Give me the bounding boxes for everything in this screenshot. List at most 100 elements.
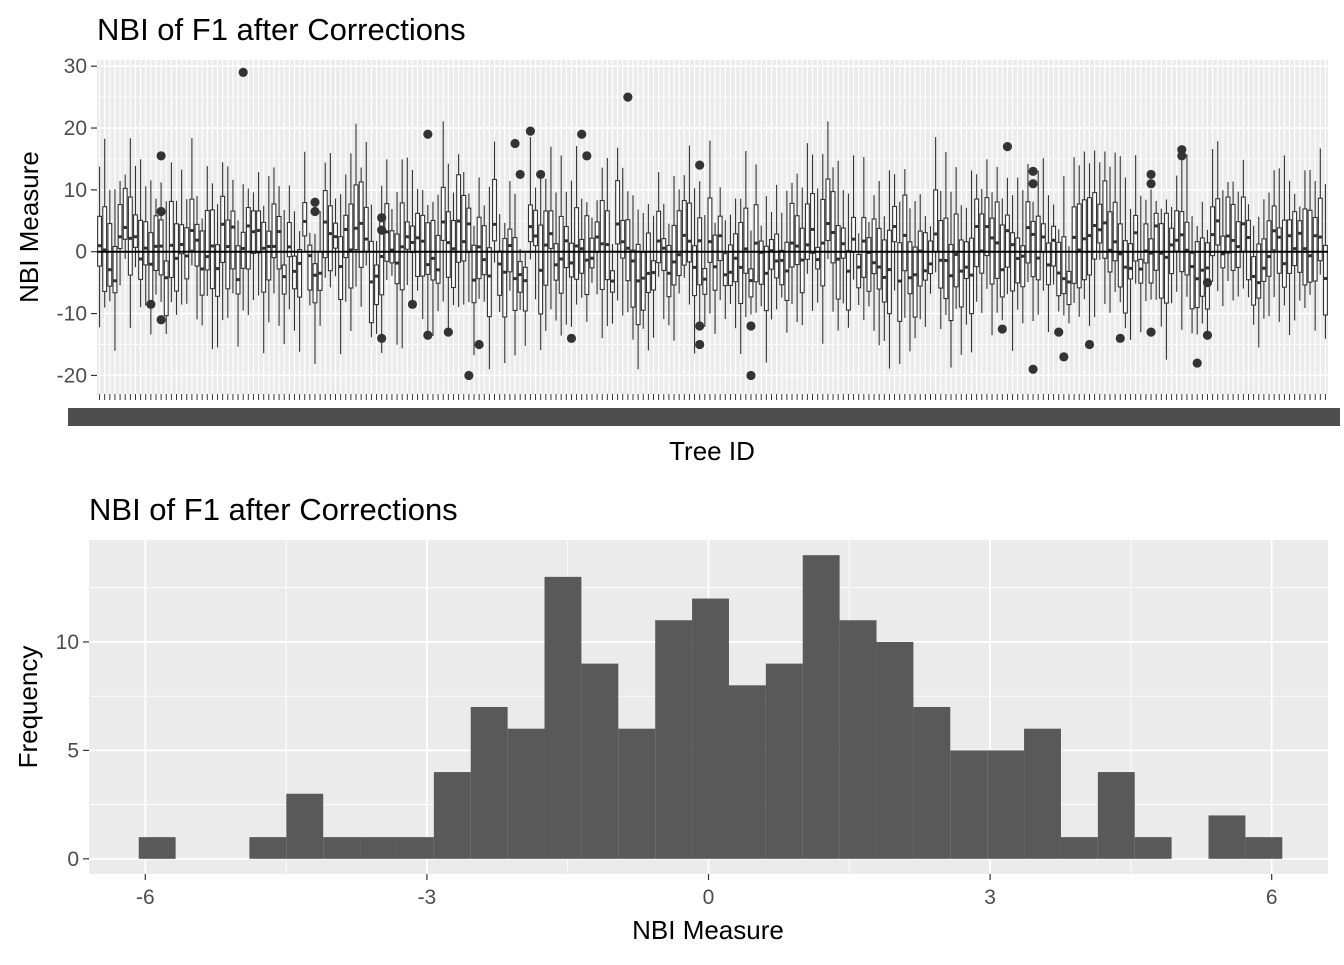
histogram-bar <box>765 663 803 859</box>
box <box>374 264 380 306</box>
histogram-bar <box>396 837 434 859</box>
box <box>138 219 144 280</box>
box <box>1117 223 1123 288</box>
box <box>348 203 354 289</box>
box <box>1030 220 1036 278</box>
box <box>153 215 159 272</box>
boxplot-x-axis-label: Tree ID <box>669 436 755 466</box>
box <box>425 222 431 275</box>
outlier-point <box>1059 352 1069 362</box>
box <box>322 190 328 259</box>
box <box>912 246 918 318</box>
box <box>1179 211 1185 273</box>
box <box>1199 237 1205 297</box>
boxplot-y-axis: -20 -10 0 10 20 30 <box>57 55 97 387</box>
y-tick-label: 20 <box>64 117 87 140</box>
box <box>1204 242 1210 310</box>
box <box>143 221 149 266</box>
x-tick-label: -3 <box>418 886 437 909</box>
histogram-bar <box>507 728 545 859</box>
box <box>451 219 456 289</box>
box <box>497 250 503 296</box>
outlier-point <box>156 315 166 325</box>
outlier-point <box>1177 145 1187 155</box>
box <box>563 226 569 269</box>
box <box>435 234 441 284</box>
box <box>1133 214 1139 262</box>
boxplot-plot-area <box>97 60 1328 394</box>
box <box>1302 208 1308 286</box>
histogram-bar <box>1208 815 1246 859</box>
box <box>1312 216 1318 282</box>
box <box>635 243 641 326</box>
box <box>707 197 713 264</box>
outlier-point <box>536 169 546 180</box>
box <box>533 209 539 247</box>
box <box>933 189 939 253</box>
box <box>281 264 287 295</box>
histogram-bar <box>581 663 619 859</box>
box <box>615 180 621 245</box>
box <box>856 253 862 289</box>
box <box>1261 238 1267 282</box>
histogram-bar <box>987 750 1025 859</box>
histogram-bar <box>470 707 508 859</box>
box <box>230 210 236 270</box>
x-tick-label: 0 <box>703 886 715 909</box>
box <box>1056 241 1062 297</box>
box <box>1251 256 1257 306</box>
outlier-point <box>407 299 418 309</box>
box <box>502 237 508 318</box>
box <box>748 268 754 298</box>
x-tick-label: -6 <box>136 886 155 909</box>
box <box>456 174 462 263</box>
outlier-point <box>695 160 705 170</box>
box <box>1153 212 1159 271</box>
box <box>184 227 190 280</box>
box <box>830 191 836 264</box>
box <box>209 209 215 290</box>
histogram-bar <box>286 793 324 859</box>
box <box>779 249 785 286</box>
box <box>1266 220 1272 277</box>
box <box>574 207 580 280</box>
box <box>1158 223 1164 299</box>
box <box>220 195 226 264</box>
box <box>794 215 800 266</box>
box <box>963 241 969 280</box>
box <box>553 243 559 281</box>
box <box>199 230 205 296</box>
box <box>999 224 1005 298</box>
box <box>507 228 513 273</box>
box <box>1256 243 1262 299</box>
histogram-bar <box>839 620 877 859</box>
box <box>1112 201 1118 262</box>
y-tick-label: 10 <box>56 631 79 654</box>
box <box>107 223 113 287</box>
y-tick-label: 30 <box>64 55 87 78</box>
outlier-point <box>423 330 433 340</box>
box <box>481 225 487 276</box>
outlier-point <box>510 138 520 149</box>
box <box>266 230 272 281</box>
outlier-point <box>238 67 248 77</box>
outlier-point <box>1028 364 1038 374</box>
outlier-point <box>1146 179 1156 189</box>
outlier-point <box>474 339 484 350</box>
box <box>1225 196 1231 254</box>
box <box>440 186 446 241</box>
outlier-point <box>1115 333 1125 343</box>
box <box>1189 252 1195 310</box>
box <box>163 260 169 317</box>
box <box>112 245 118 294</box>
box <box>722 253 728 287</box>
box <box>389 230 395 264</box>
y-tick-label: 0 <box>75 241 87 264</box>
box <box>302 202 308 237</box>
box <box>117 204 123 250</box>
box <box>943 217 949 300</box>
box <box>825 178 831 242</box>
box <box>527 204 533 243</box>
